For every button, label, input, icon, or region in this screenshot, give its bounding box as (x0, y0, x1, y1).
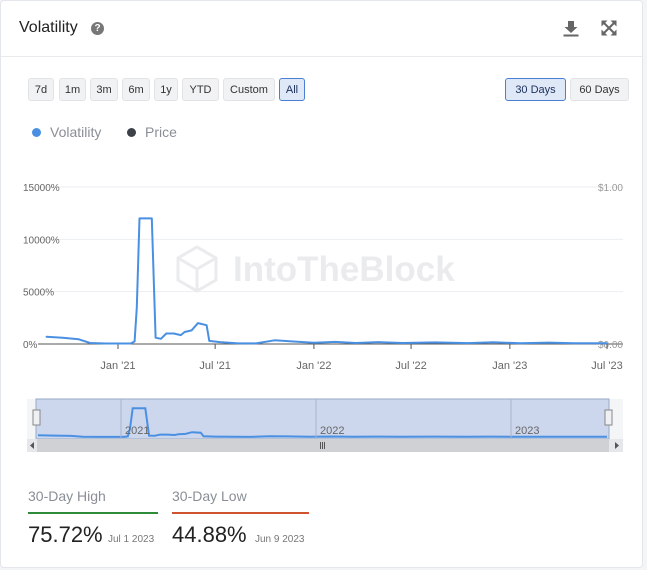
volatility-point (138, 217, 141, 219)
scroll-left-arrow-icon[interactable] (30, 442, 34, 449)
range-6m-button[interactable]: 6m (122, 78, 150, 101)
scrollbar-grip-icon[interactable] (320, 442, 325, 449)
navigator-year-labels: 2021 2022 2023 (120, 399, 539, 439)
volatility-point (173, 332, 175, 335)
navigator-year-label: 2022 (320, 425, 344, 437)
range-1y-button[interactable]: 1y (154, 78, 178, 101)
volatility-point (197, 322, 199, 324)
range-ytd-button[interactable]: YTD (182, 78, 219, 101)
download-icon[interactable] (562, 19, 580, 37)
volatility-point (160, 338, 162, 340)
legend-volatility[interactable]: Volatility (32, 124, 101, 140)
volatility-series-line (46, 217, 608, 345)
x-tick-label: Jan '23 (492, 360, 527, 372)
volatility-point (401, 342, 404, 344)
x-tick-label: Jan '22 (296, 360, 331, 372)
volatility-point (467, 342, 469, 344)
legend-price[interactable]: Price (127, 124, 177, 140)
y-tick-label: 15000% (23, 183, 60, 194)
question-icon[interactable]: ? (91, 22, 104, 35)
volatility-point (255, 342, 257, 344)
range-3m-button[interactable]: 3m (90, 78, 118, 101)
legend-volatility-label: Volatility (50, 124, 102, 140)
volatility-point (130, 342, 132, 345)
volatility-point (236, 342, 238, 344)
volatility-point (155, 337, 157, 339)
stat-low-date: Jun 9 2023 (255, 534, 305, 545)
volatility-point (165, 332, 167, 335)
y-tick-label: 5000% (23, 288, 54, 299)
y-right-tick-label: $0.00 (598, 340, 623, 351)
window-60-days-button[interactable]: 60 Days (570, 78, 629, 101)
navigator-right-handle[interactable] (604, 409, 613, 426)
range-1m-button[interactable]: 1m (59, 78, 86, 101)
volatility-point (78, 338, 80, 340)
stat-high-value: 75.72% (28, 522, 103, 547)
legend-volatility-dot (32, 128, 41, 137)
volatility-point (434, 341, 436, 343)
volatility-point (45, 336, 47, 338)
y-axis-left: 15000% 10000% 5000% 0% (23, 183, 60, 351)
x-tick-label: Jul '23 (591, 360, 622, 372)
y-tick-label: 0% (23, 340, 38, 351)
volatility-point (151, 217, 153, 219)
navigator-series-line (37, 407, 607, 438)
range-custom-button[interactable]: Custom (223, 78, 275, 101)
volatility-point (105, 342, 107, 345)
x-tick-label: Jul '22 (395, 360, 426, 372)
volatility-point (334, 341, 336, 343)
y-axis-right: $1.00 $0.00 (598, 183, 623, 351)
navigator: 2021 2022 2023 (27, 398, 623, 452)
volatility-point (206, 324, 208, 326)
legend-price-dot (127, 128, 136, 137)
volatility-point (134, 340, 136, 342)
x-axis: Jan '21 Jul '21 Jan '22 Jul '22 Jan '23 Jul '… (100, 344, 623, 372)
volatility-point (548, 342, 550, 344)
stat-low-underline (172, 512, 309, 514)
volatility-point (180, 334, 182, 336)
stat-low-label: 30-Day Low (172, 488, 247, 504)
card-title: Volatility (19, 19, 78, 36)
volatility-chart: IntoTheBlock 15000% 10000% 5000% 0% $1.00 $0… (23, 183, 623, 452)
volatility-point (573, 342, 575, 344)
volatility-point (313, 342, 315, 344)
y-tick-label: 10000% (23, 235, 60, 246)
watermark: IntoTheBlock (176, 245, 455, 293)
navigator-year-label: 2023 (515, 425, 539, 437)
card-header: Volatility ? (1, 1, 642, 57)
window-30-days-button[interactable]: 30 Days (505, 78, 566, 101)
volatility-point (184, 331, 186, 333)
expand-icon[interactable] (600, 19, 618, 37)
x-tick-label: Jan '21 (100, 360, 135, 372)
volatility-point (355, 342, 357, 344)
navigator-left-handle[interactable] (32, 409, 41, 426)
stat-low-value: 44.88% (172, 522, 247, 547)
watermark-text: IntoTheBlock (233, 250, 455, 289)
stat-high-date: Jul 1 2023 (108, 534, 155, 545)
volatility-point (606, 342, 608, 344)
stat-high-underline (28, 512, 158, 514)
navigator-year-label: 2021 (125, 425, 149, 437)
legend-price-label: Price (145, 124, 177, 140)
y-right-tick-label: $1.00 (598, 183, 623, 194)
volatility-point (492, 341, 494, 343)
volatility-point (190, 329, 193, 331)
volatility-point (377, 341, 379, 343)
volatility-point (290, 340, 292, 342)
volatility-point (136, 306, 138, 308)
volatility-point (208, 340, 210, 342)
volatility-point (89, 342, 91, 344)
scroll-right-arrow-icon[interactable] (615, 442, 619, 449)
volatility-points (45, 217, 608, 345)
x-tick-label: Jul '21 (199, 360, 230, 372)
range-all-button[interactable]: All (279, 78, 305, 101)
range-7d-button[interactable]: 7d (28, 78, 54, 101)
volatility-point (219, 341, 221, 343)
volatility-point (274, 339, 276, 341)
volatility-point (117, 342, 119, 345)
volatility-point (62, 337, 64, 339)
volatility-point (519, 342, 521, 344)
stat-high-label: 30-Day High (28, 488, 106, 504)
